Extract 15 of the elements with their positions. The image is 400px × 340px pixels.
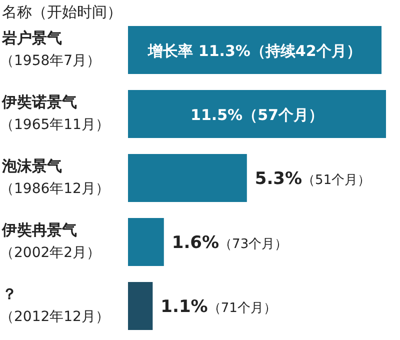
bar [128, 282, 153, 330]
data-label: 1.6%（73个月） [172, 233, 288, 253]
bar [128, 154, 247, 202]
y-tick-label: ？（2012年12月） [0, 285, 110, 325]
bar [128, 90, 386, 138]
data-label: 5.3%（51个月） [254, 169, 371, 189]
y-tick-label: 岩户景气（1958年7月） [0, 29, 101, 69]
y-tick-label: 伊奘冉景气（2002年2月） [0, 221, 101, 261]
data-label: 增长率 11.3%（持续42个月） [147, 42, 362, 60]
y-tick-label: 泡沫景气（1986年12月） [0, 157, 110, 197]
y-tick-label: 伊奘诺景气（1965年11月） [0, 93, 110, 133]
data-label: 1.1%（71个月） [160, 297, 276, 317]
bar [128, 218, 164, 266]
data-label: 11.5%（57个月） [190, 106, 324, 124]
y-axis-title: 名称（开始时间） [2, 3, 122, 21]
